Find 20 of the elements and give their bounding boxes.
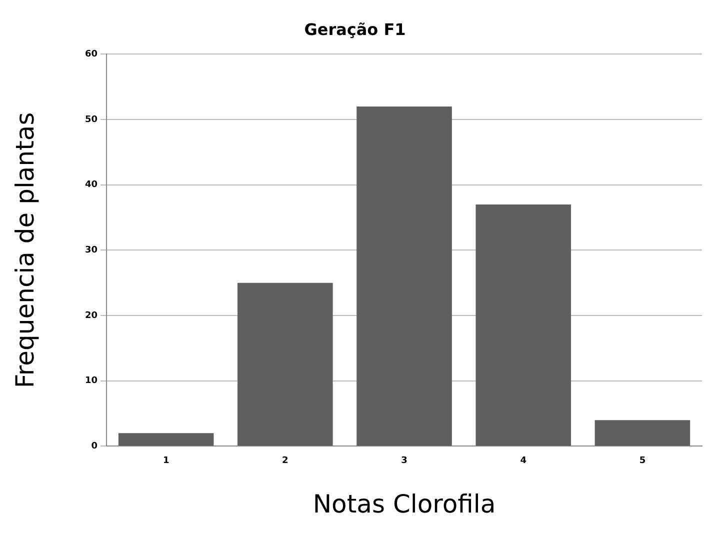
y-tick-label: 10 [84, 376, 98, 386]
y-tick-label: 0 [91, 442, 98, 452]
bar [594, 420, 690, 446]
bar [476, 204, 571, 446]
bar [118, 433, 214, 446]
x-tick-label: 3 [401, 456, 408, 466]
x-axis-title: Notas Clorofila [312, 490, 496, 518]
chart-title: Geração F1 [304, 20, 406, 39]
y-tick-label: 30 [84, 246, 98, 256]
y-tick-label: 20 [84, 310, 98, 321]
x-tick-label: 1 [162, 456, 170, 466]
y-tick-label: 40 [84, 180, 98, 190]
bar [238, 282, 333, 446]
y-tick-label: 50 [84, 114, 98, 125]
x-tick-label: 2 [282, 456, 288, 466]
bar [356, 106, 452, 446]
x-tick-label: 4 [520, 456, 526, 466]
y-tick-label: 60 [84, 50, 98, 60]
y-axis-title: Frequencia de plantas [10, 112, 40, 388]
x-tick-label: 5 [639, 456, 646, 466]
